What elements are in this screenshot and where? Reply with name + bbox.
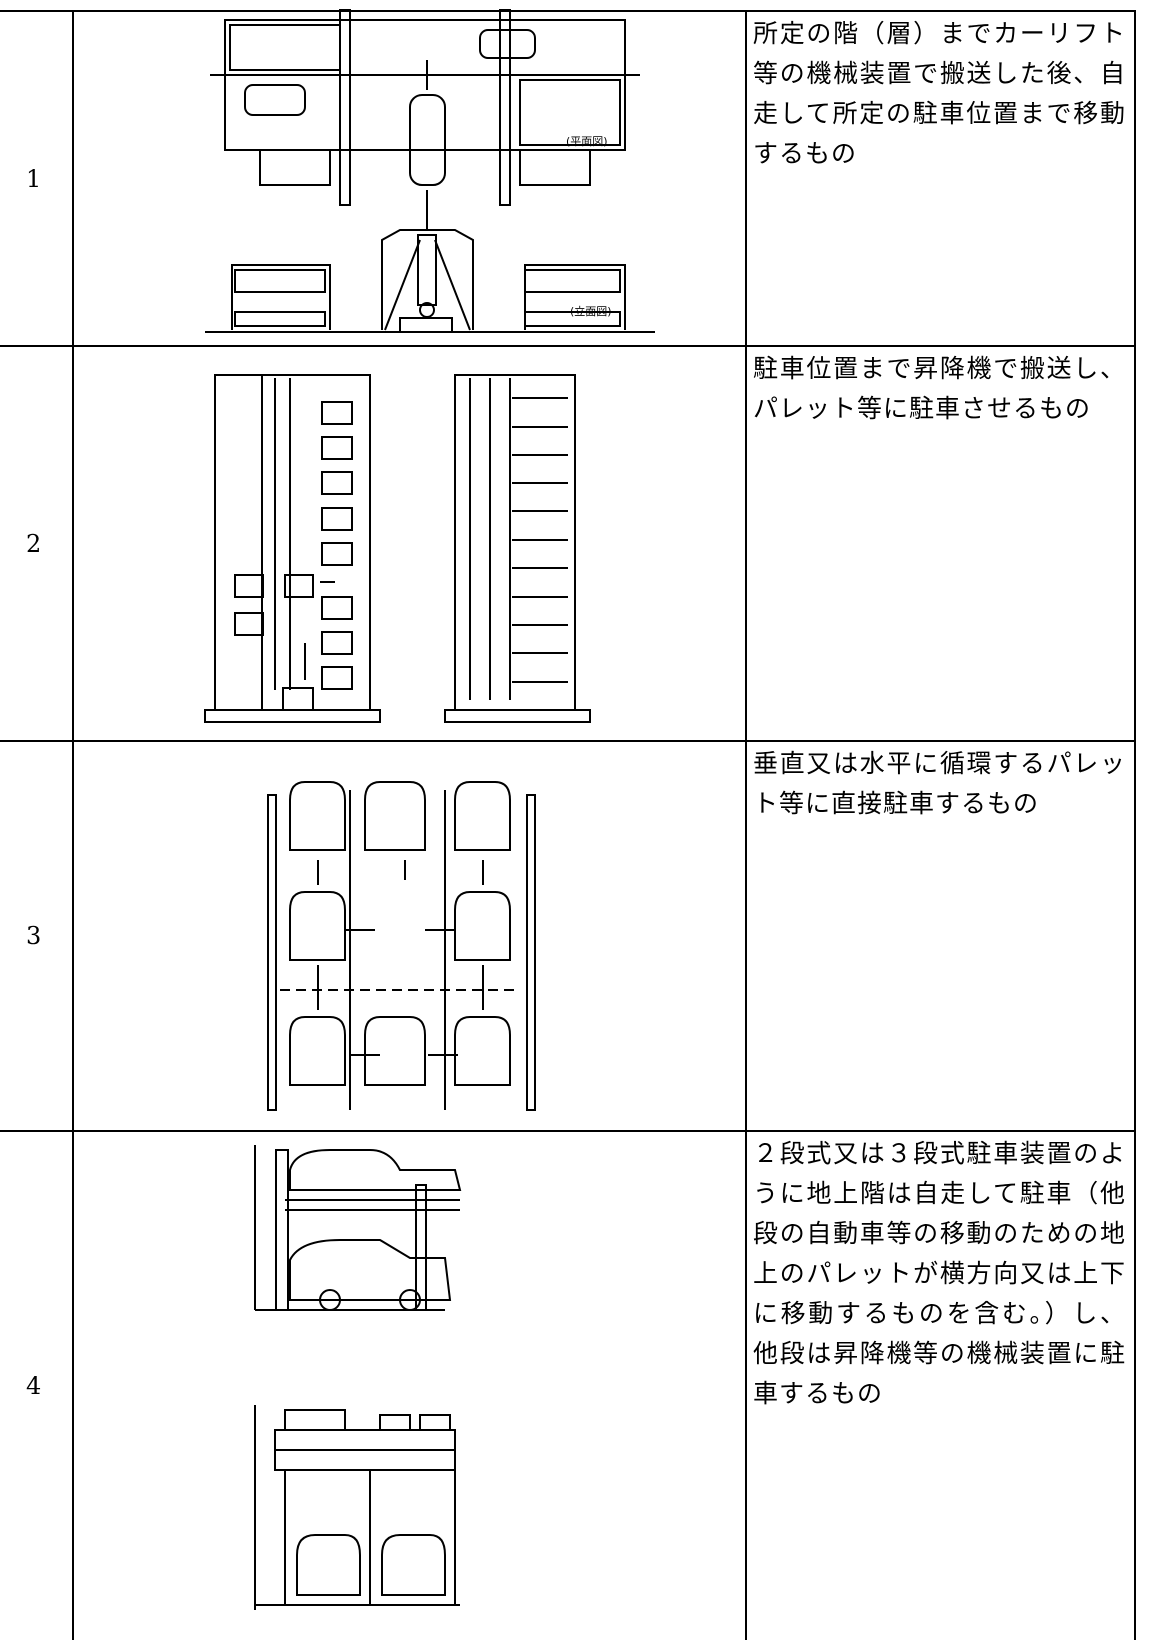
row-number: 3 — [0, 740, 72, 1130]
plan-diagram: (平面図) — [210, 9, 640, 230]
row-description: 所定の階（層）までカーリフト等の機械装置で搬送した後、自走して所定の駐車位置まで… — [745, 10, 1136, 345]
multilevel-diagram — [254, 1145, 462, 1610]
row-description: ２段式又は３段式駐車装置のように地上階は自走して駐車（他段の自動車等の移動のため… — [745, 1130, 1136, 1640]
row-number: 4 — [0, 1130, 72, 1640]
diagram-cell — [72, 1130, 745, 1640]
elevation-diagram: (立面図) — [205, 229, 655, 333]
circulation-diagram — [267, 781, 536, 1111]
diagram-label: (立面図) — [570, 304, 612, 318]
diagram-label: (平面図) — [566, 135, 608, 148]
diagram-cell — [72, 740, 745, 1130]
row-number: 1 — [0, 10, 72, 345]
tower-diagram — [204, 374, 591, 723]
row-number: 2 — [0, 345, 72, 740]
row-description: 垂直又は水平に循環するパレット等に直接駐車するもの — [745, 740, 1136, 1130]
diagram-cell — [72, 10, 745, 345]
row-description: 駐車位置まで昇降機で搬送し、パレット等に駐車させるもの — [745, 345, 1136, 740]
diagram-cell — [72, 345, 745, 740]
